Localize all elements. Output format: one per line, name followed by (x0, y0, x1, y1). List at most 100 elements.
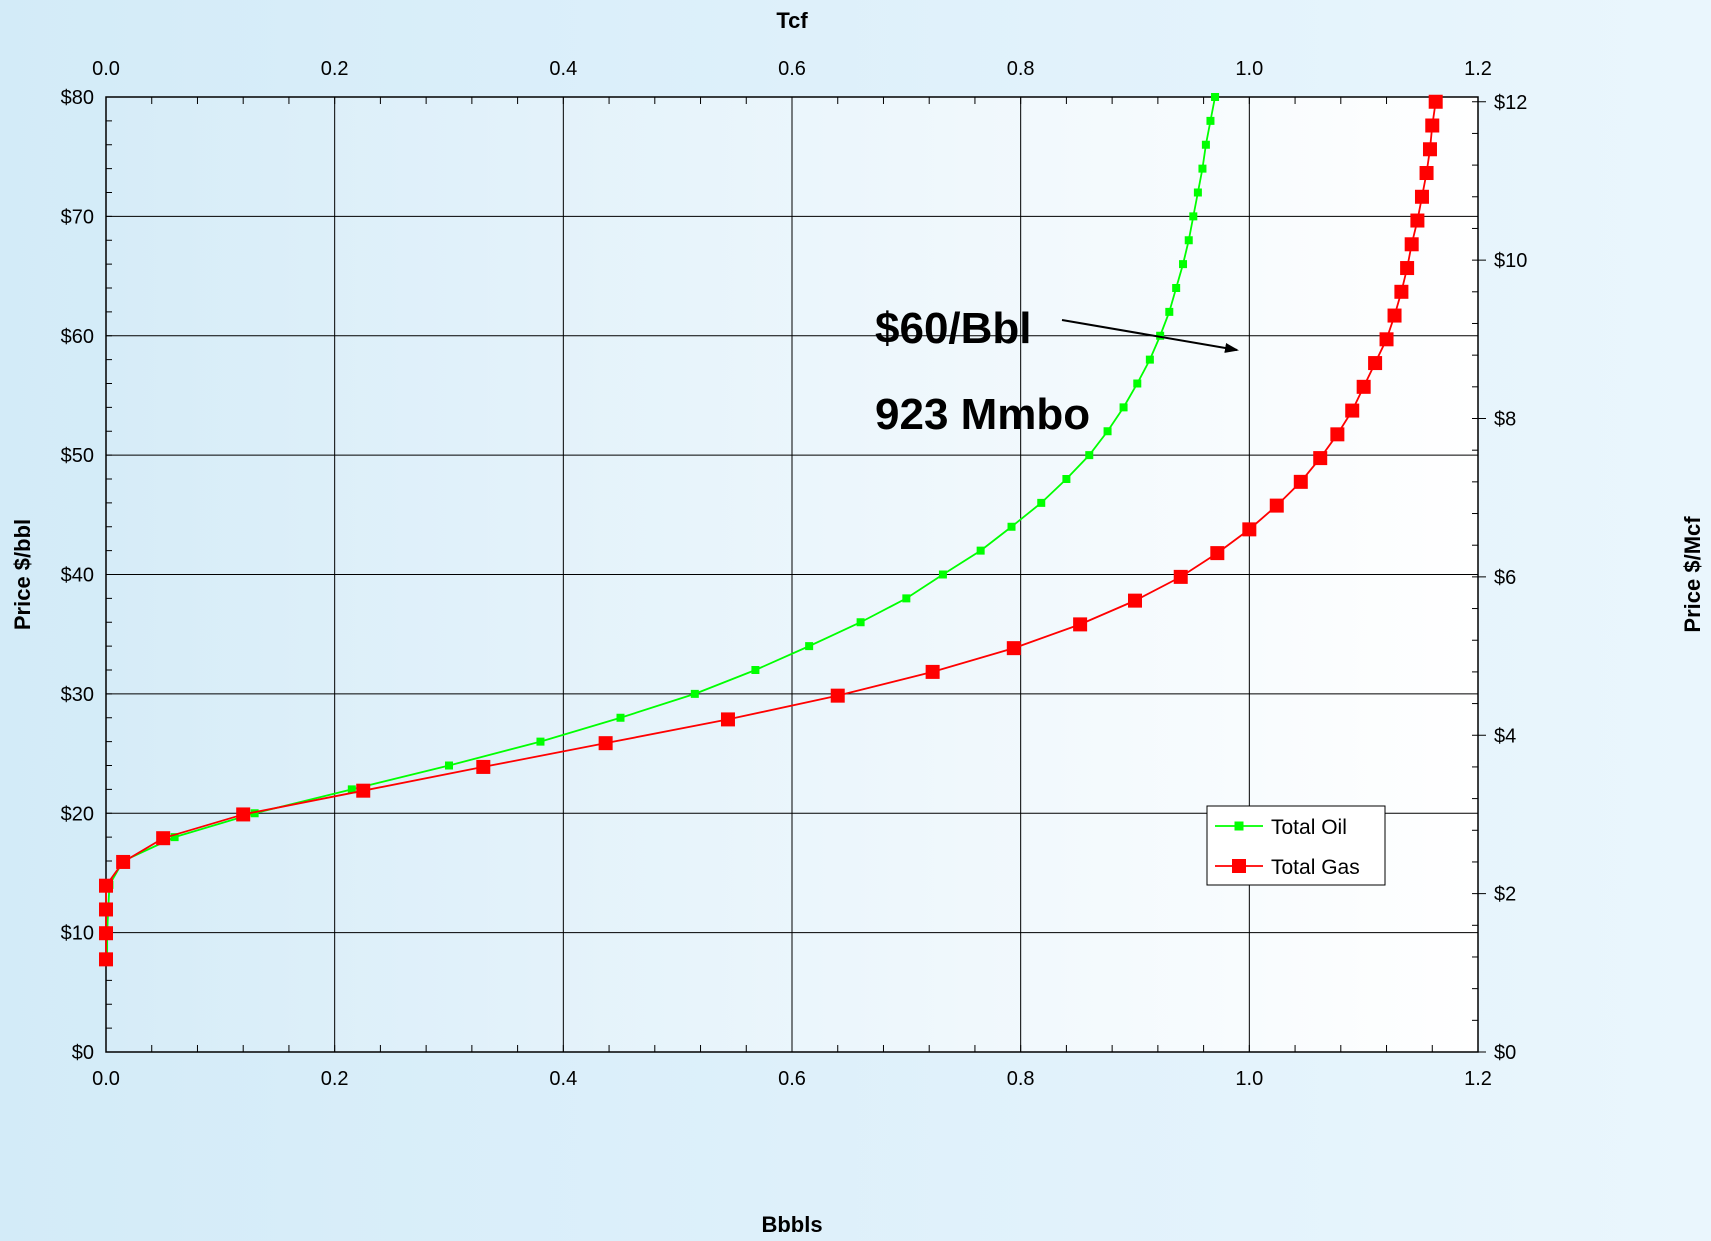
data-point (1172, 284, 1181, 292)
data-point (1156, 331, 1165, 340)
x-tick-label: 0.4 (549, 1068, 577, 1090)
data-point (476, 759, 491, 774)
y-tick-label: $70 (61, 206, 94, 228)
annotation-price: $60/Bbl (875, 304, 1032, 353)
right-y-axis-title: Price $/Mcf (1680, 516, 1705, 633)
x-tick-label: 0.8 (1007, 1068, 1035, 1090)
tick-labels: 0.0 0.2 0.4 0.6 0.8 1.0 1.2 0.0 0.2 0.4 0.6 0.8 1.0 1… (61, 58, 1528, 1090)
data-point (1037, 498, 1046, 507)
legend: Total Oil Total Gas (1206, 805, 1386, 886)
data-point (99, 878, 113, 893)
data-point (1128, 593, 1142, 608)
x-tick-label: 1.2 (1464, 1068, 1492, 1090)
y-tick-label: $0 (72, 1042, 94, 1064)
data-point (1198, 164, 1207, 173)
y2-tick-label: $8 (1494, 409, 1516, 431)
data-point (1330, 427, 1345, 442)
data-point (1356, 379, 1371, 394)
data-point (1006, 641, 1021, 656)
x-tick-label: 1.0 (1235, 1068, 1263, 1090)
data-point (938, 570, 947, 579)
data-point (236, 807, 251, 822)
y-axis-title: Price $/bbl (10, 519, 35, 630)
data-point (1419, 166, 1434, 181)
annotation-arrow (1061, 319, 1239, 353)
data-point (1345, 403, 1360, 418)
y-tick-label: $50 (61, 445, 94, 467)
data-point (1165, 307, 1174, 316)
data-point (925, 664, 940, 679)
data-point (536, 737, 545, 746)
data-point (856, 618, 865, 627)
data-point (1085, 451, 1094, 460)
plot-frame (105, 96, 1479, 1053)
x-tick-label: 0.6 (778, 1068, 806, 1090)
top-x-axis-title: Tcf (776, 8, 808, 33)
x-axis-title: Bbbls (761, 1212, 822, 1237)
top-x-tick-label: 0.6 (778, 58, 806, 80)
y-tick-label: $10 (61, 923, 94, 945)
legend-label: Total Oil (1271, 816, 1347, 839)
data-point (720, 712, 735, 727)
legend-label: Total Gas (1271, 856, 1360, 879)
y-tick-label: $30 (61, 684, 94, 706)
data-point (1293, 474, 1308, 489)
data-point (1379, 332, 1394, 347)
data-point (1062, 475, 1071, 483)
data-point (1422, 142, 1437, 157)
data-point (1173, 569, 1188, 584)
data-point (1145, 355, 1154, 364)
data-point (616, 713, 625, 722)
x-tick-label: 0.2 (321, 1068, 349, 1090)
data-point (1425, 118, 1440, 133)
series-layer (99, 93, 1443, 967)
data-point (156, 831, 171, 846)
y2-tick-label: $6 (1494, 567, 1516, 589)
y2-tick-label: $2 (1494, 884, 1516, 906)
data-point (1184, 236, 1193, 245)
data-point (250, 809, 259, 818)
data-point (1404, 237, 1419, 252)
data-point (99, 952, 113, 967)
data-point (805, 642, 814, 651)
data-point (170, 833, 179, 842)
data-point (690, 689, 699, 698)
data-point (1210, 546, 1225, 561)
y2-tick-label: $10 (1494, 250, 1527, 272)
top-x-tick-label: 0.2 (321, 58, 349, 80)
data-point (902, 594, 911, 603)
y-tick-label: $40 (61, 565, 94, 587)
data-point (356, 783, 371, 798)
data-point (347, 785, 356, 794)
data-point (1073, 617, 1088, 632)
y2-tick-label: $4 (1494, 725, 1516, 747)
top-x-tick-label: 0.0 (92, 58, 120, 80)
data-point (1269, 498, 1284, 513)
data-point (1179, 260, 1188, 269)
data-point (1201, 140, 1210, 149)
x-tick-label: 0.0 (92, 1068, 120, 1090)
data-point (1103, 427, 1112, 436)
data-point (1211, 93, 1220, 101)
data-point (1313, 451, 1328, 466)
annotation-volume: 923 Mmbo (875, 390, 1090, 439)
data-point (99, 926, 113, 941)
y-tick-label: $60 (61, 326, 94, 348)
legend-swatch-marker (1232, 859, 1246, 873)
data-point (1193, 188, 1202, 197)
y2-tick-label: $12 (1494, 92, 1527, 114)
data-point (1119, 403, 1128, 412)
top-x-tick-label: 0.8 (1007, 58, 1035, 80)
data-point (445, 761, 453, 770)
data-point (1007, 522, 1016, 531)
data-point (99, 902, 113, 917)
data-point (598, 736, 613, 751)
data-point (1242, 522, 1257, 537)
y-tick-label: $80 (61, 87, 94, 109)
legend-swatch-marker (1234, 821, 1244, 831)
data-point (1400, 261, 1415, 276)
data-point (1368, 356, 1383, 371)
top-x-tick-label: 1.0 (1235, 58, 1263, 80)
